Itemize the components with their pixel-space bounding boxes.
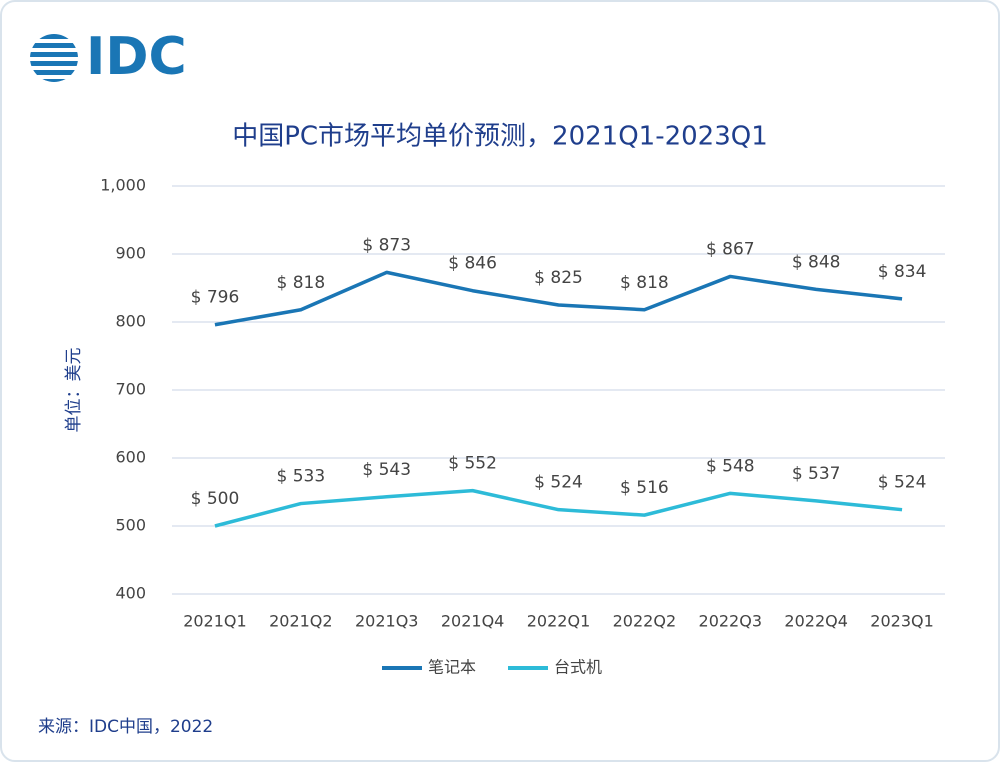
x-tick-label: 2021Q3 xyxy=(355,612,419,631)
source: 来源：IDC中国，2022 xyxy=(38,717,213,737)
value-label: $ 825 xyxy=(534,268,583,288)
x-tick-label: 2022Q3 xyxy=(699,612,763,631)
value-label: $ 537 xyxy=(792,464,841,484)
y-tick-label: 800 xyxy=(115,312,146,331)
value-label: $ 818 xyxy=(276,273,325,293)
y-tick-label: 1,000 xyxy=(100,176,146,195)
y-tick-label: 500 xyxy=(115,516,146,535)
x-tick-label: 2022Q2 xyxy=(613,612,677,631)
value-label: $ 500 xyxy=(191,489,240,509)
y-axis-label: 单位：美元 xyxy=(64,348,84,433)
chart-title: 中国PC市场平均单价预测，2021Q1-2023Q1 xyxy=(232,122,768,152)
value-label: $ 818 xyxy=(620,273,669,293)
x-tick-label: 2021Q4 xyxy=(441,612,505,631)
x-tick-label: 2023Q1 xyxy=(870,612,934,631)
legend-label: 台式机 xyxy=(554,658,602,677)
logo-mark xyxy=(30,34,78,82)
logo-text: IDC xyxy=(86,27,187,87)
value-label: $ 796 xyxy=(191,288,240,308)
value-label: $ 867 xyxy=(706,239,755,259)
x-tick-label: 2022Q4 xyxy=(784,612,848,631)
value-label: $ 533 xyxy=(276,467,325,487)
line xyxy=(214,270,903,327)
value-label: $ 846 xyxy=(448,254,497,274)
value-label: $ 873 xyxy=(362,235,411,255)
value-label: $ 834 xyxy=(878,262,927,282)
value-label: $ 524 xyxy=(534,473,583,493)
x-tick-label: 2021Q2 xyxy=(269,612,333,631)
y-tick-label: 400 xyxy=(115,584,146,603)
value-label: $ 516 xyxy=(620,478,669,498)
y-tick-label: 700 xyxy=(115,380,146,399)
y-tick-label: 900 xyxy=(115,244,146,263)
y-tick-label: 600 xyxy=(115,448,146,467)
x-tick-label: 2022Q1 xyxy=(527,612,591,631)
value-label: $ 524 xyxy=(878,473,927,493)
value-label: $ 543 xyxy=(362,460,411,480)
value-label: $ 552 xyxy=(448,454,497,474)
legend-label: 笔记本 xyxy=(428,658,476,677)
value-label: $ 848 xyxy=(792,252,841,272)
x-tick-label: 2021Q1 xyxy=(183,612,247,631)
value-label: $ 548 xyxy=(706,456,755,476)
line xyxy=(214,488,903,528)
